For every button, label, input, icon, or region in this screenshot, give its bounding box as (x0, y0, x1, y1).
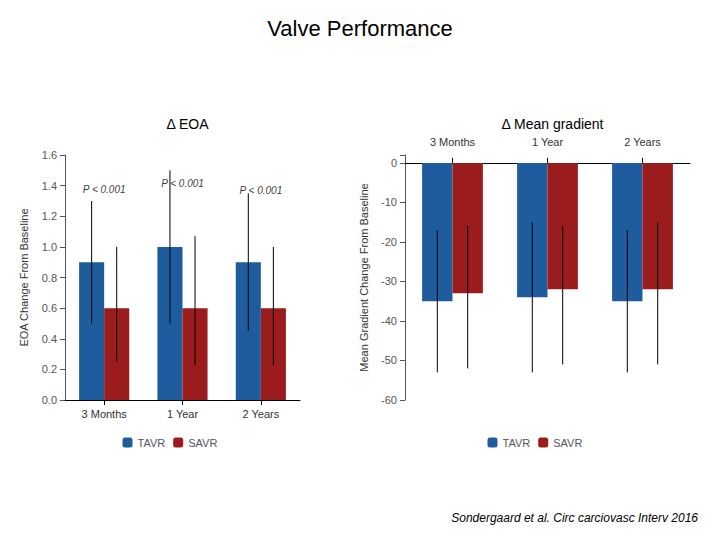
svg-text:EOA Change From Baseline: EOA Change From Baseline (18, 208, 30, 346)
svg-text:1.0: 1.0 (42, 241, 57, 253)
svg-text:-50: -50 (381, 354, 397, 366)
svg-text:P < 0.001: P < 0.001 (239, 185, 282, 196)
svg-text:P < 0.001: P < 0.001 (83, 184, 126, 195)
svg-text:-30: -30 (381, 275, 397, 287)
svg-text:1.6: 1.6 (42, 149, 57, 161)
svg-text:2 Years: 2 Years (624, 136, 661, 148)
svg-text:Valve Performance: Valve Performance (267, 16, 452, 41)
svg-text:-10: -10 (381, 196, 397, 208)
svg-text:TAVR: TAVR (138, 437, 166, 449)
svg-text:1.2: 1.2 (42, 210, 57, 222)
svg-text:0.8: 0.8 (42, 272, 57, 284)
svg-text:0.2: 0.2 (42, 363, 57, 375)
svg-text:0: 0 (391, 157, 397, 169)
svg-text:Sondergaard et al. Circ carcio: Sondergaard et al. Circ carciovasc Inter… (451, 511, 698, 525)
svg-text:1 Year: 1 Year (167, 408, 199, 420)
svg-text:3 Months: 3 Months (82, 408, 128, 420)
svg-text:0.0: 0.0 (42, 394, 57, 406)
svg-text:0.6: 0.6 (42, 302, 57, 314)
svg-text:Δ Mean gradient: Δ Mean gradient (502, 116, 604, 132)
svg-text:Δ EOA: Δ EOA (166, 116, 209, 132)
svg-text:TAVR: TAVR (503, 437, 531, 449)
svg-text:P < 0.001: P < 0.001 (161, 178, 204, 189)
svg-text:-40: -40 (381, 315, 397, 327)
svg-text:3 Months: 3 Months (430, 136, 476, 148)
svg-text:1.4: 1.4 (42, 180, 57, 192)
svg-text:SAVR: SAVR (553, 437, 582, 449)
svg-text:-60: -60 (381, 394, 397, 406)
svg-text:SAVR: SAVR (188, 437, 217, 449)
svg-text:2 Years: 2 Years (242, 408, 279, 420)
svg-text:1 Year: 1 Year (532, 136, 564, 148)
svg-text:Mean Gradient Change From Base: Mean Gradient Change From Baseline (358, 183, 370, 371)
svg-text:-20: -20 (381, 236, 397, 248)
svg-text:0.4: 0.4 (42, 333, 57, 345)
